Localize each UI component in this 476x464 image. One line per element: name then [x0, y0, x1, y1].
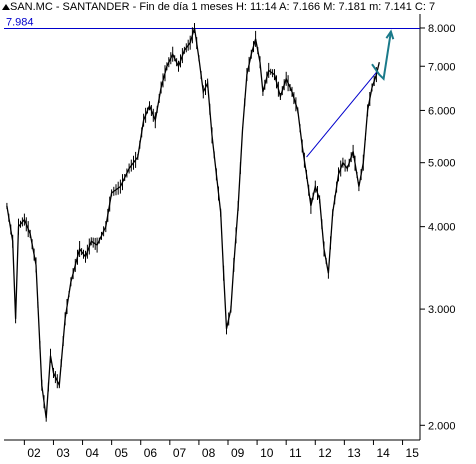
- x-tick-label: 08: [202, 446, 216, 459]
- x-tick-label: 04: [86, 446, 100, 459]
- x-tick-label: 14: [376, 446, 390, 459]
- x-tick-label: 09: [231, 446, 245, 459]
- x-tick-label: 02: [27, 446, 41, 459]
- x-tick-label: 07: [173, 446, 187, 459]
- chart-title: SAN.MC - SANTANDER - Fin de día 1 meses …: [10, 1, 436, 13]
- price-series-line: [6, 27, 380, 419]
- x-tick-label: 13: [347, 446, 361, 459]
- trend-line: [306, 72, 377, 158]
- reference-line-label: 7.984: [6, 17, 34, 29]
- triangle-marker-icon: [2, 4, 10, 10]
- projection-arrow-line: [371, 31, 392, 81]
- x-tick-label: 15: [406, 446, 420, 459]
- x-tick-label: 06: [144, 446, 158, 459]
- y-tick-label: 8.000: [428, 23, 456, 35]
- x-tick-label: 03: [56, 446, 70, 459]
- x-tick-label: 12: [318, 446, 332, 459]
- x-tick-label: 10: [260, 446, 274, 459]
- y-tick-label: 4.000: [428, 222, 456, 234]
- y-tick-label: 3.000: [428, 304, 456, 316]
- y-tick-label: 7.000: [428, 61, 456, 73]
- projection-arrow-head-icon: [385, 29, 395, 40]
- x-tick-label: 05: [115, 446, 129, 459]
- x-tick-label: 11: [289, 446, 302, 459]
- y-tick-label: 6.000: [428, 105, 456, 117]
- y-tick-label: 2.000: [428, 420, 456, 432]
- y-tick-label: 5.000: [428, 158, 456, 170]
